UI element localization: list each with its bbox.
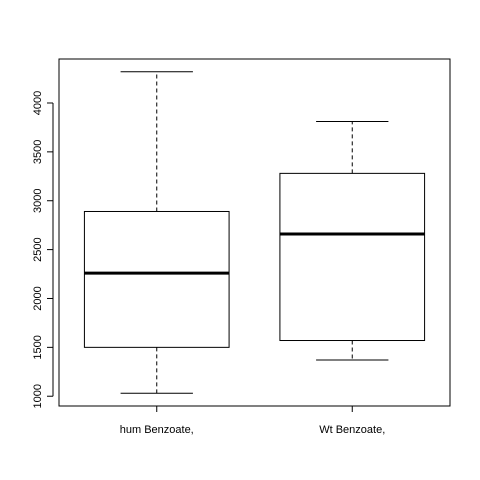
box-group	[83, 71, 426, 394]
y-axis: 1000 1500 2000 2500 3000 3500 4000	[32, 91, 54, 408]
y-tick-label: 3000	[32, 188, 44, 212]
plot-frame	[58, 58, 451, 407]
x-tick-label: Wt Benzoate,	[319, 424, 385, 436]
box-iqr	[279, 172, 426, 342]
y-tick-label: 3500	[32, 140, 44, 164]
x-axis: hum Benzoate, Wt Benzoate,	[120, 406, 385, 436]
x-tick-label: hum Benzoate,	[120, 424, 194, 436]
box-iqr	[83, 210, 230, 348]
y-tick-label: 1500	[32, 335, 44, 359]
y-tick-label: 2500	[32, 237, 44, 261]
y-tick-label: 4000	[32, 91, 44, 115]
y-tick-label: 2000	[32, 286, 44, 310]
y-tick-label: 1000	[32, 384, 44, 408]
